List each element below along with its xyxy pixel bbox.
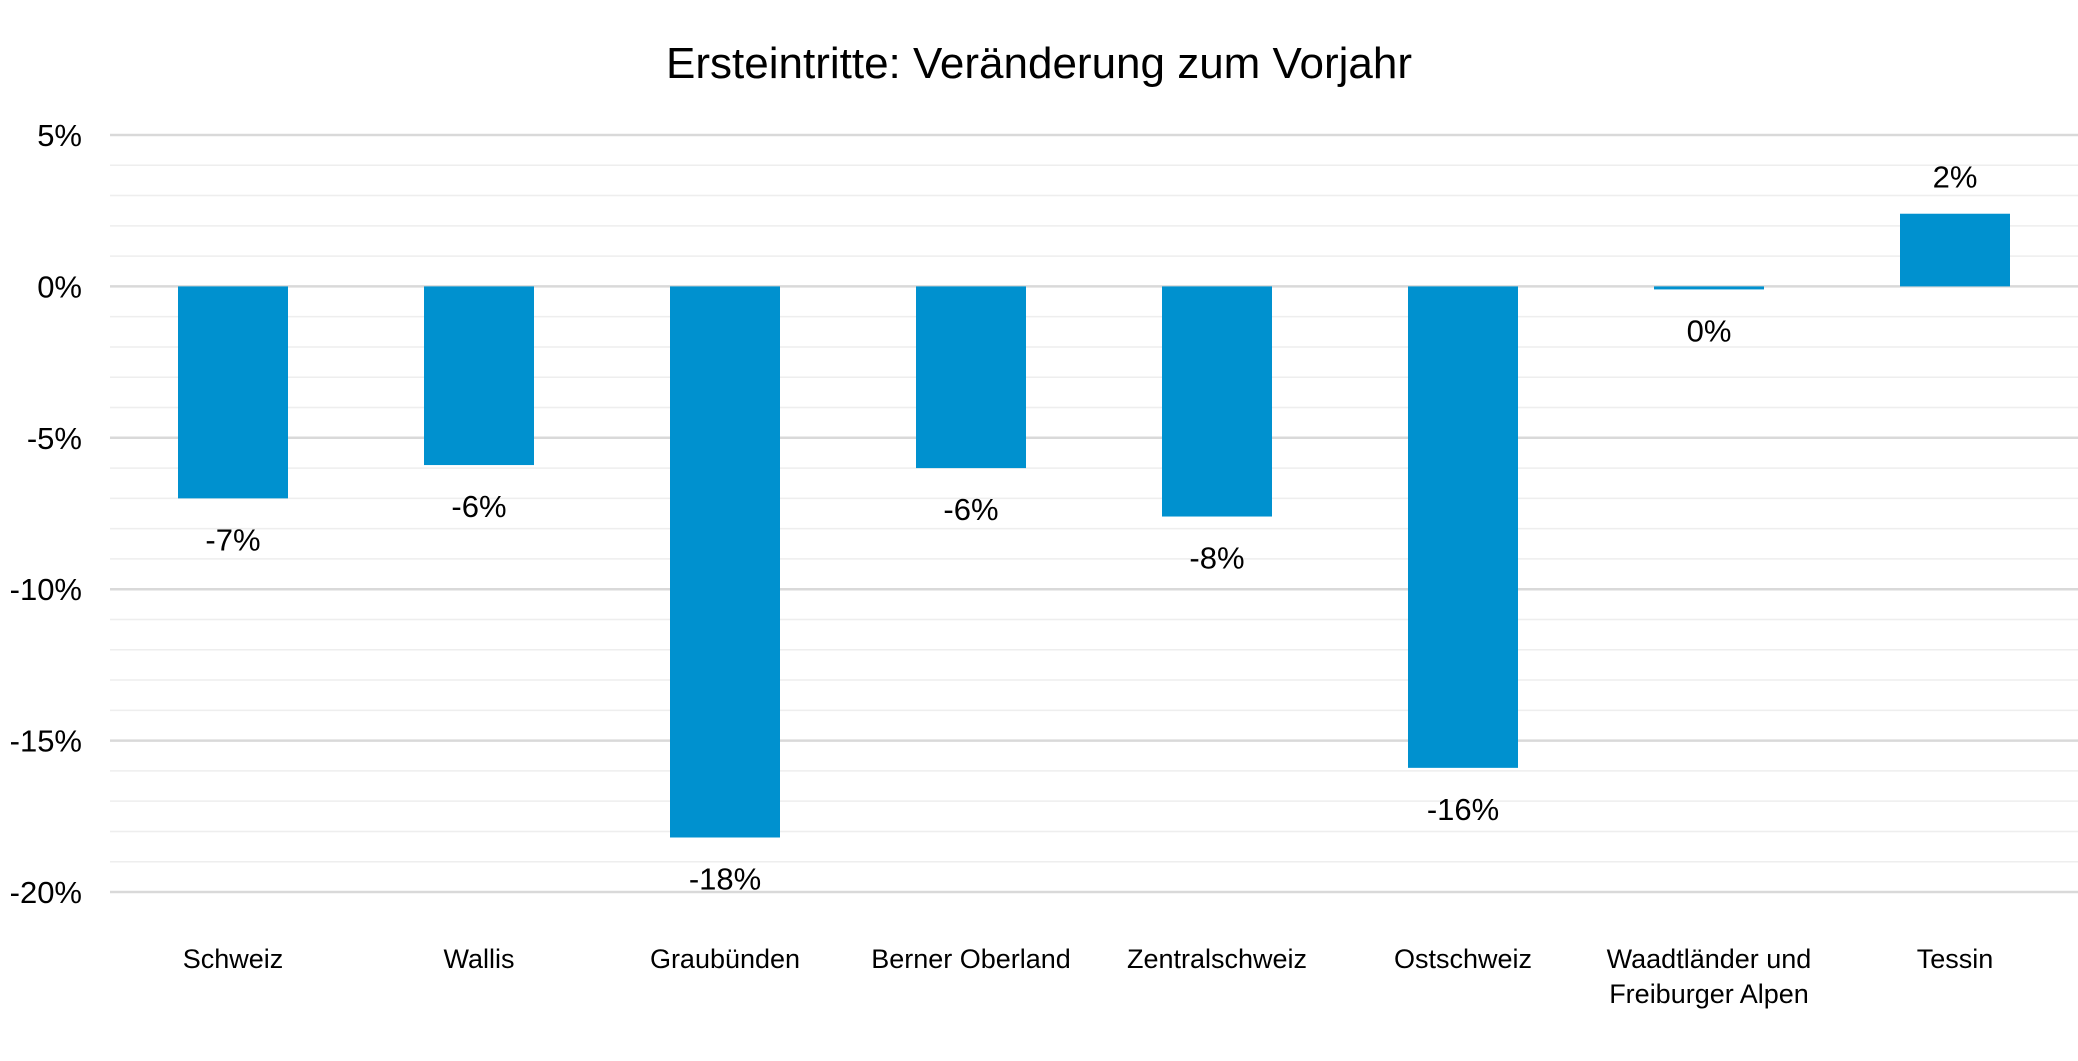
- y-tick-label: -20%: [10, 875, 82, 910]
- chart-title: Ersteintritte: Veränderung zum Vorjahr: [666, 39, 1412, 88]
- y-tick-label: -15%: [10, 724, 82, 759]
- x-category-label: Freiburger Alpen: [1609, 979, 1809, 1009]
- data-label: 2%: [1933, 160, 1978, 195]
- bar: [424, 286, 534, 466]
- bar: [178, 286, 288, 499]
- x-category-label: Waadtländer und: [1607, 944, 1812, 974]
- data-labels: -7% -6% -18% -6% -8% -16% 0% 2%: [205, 160, 1977, 897]
- major-gridlines: [110, 133, 2078, 894]
- data-label: -16%: [1427, 792, 1499, 827]
- x-category-label: Berner Oberland: [871, 944, 1071, 974]
- bar: [670, 286, 780, 838]
- x-category-label: Ostschweiz: [1394, 944, 1532, 974]
- x-axis: Schweiz Wallis Graubünden Berner Oberland Ze…: [183, 944, 1994, 1009]
- bars: [178, 213, 2010, 838]
- x-category-label: Tessin: [1917, 944, 1994, 974]
- bar: [1654, 286, 1764, 290]
- y-axis: 5% 0% -5% -10% -15% -20%: [10, 118, 82, 910]
- bar: [1408, 286, 1518, 768]
- data-label: -6%: [451, 489, 506, 524]
- data-label: -8%: [1189, 541, 1244, 576]
- bar: [1162, 286, 1272, 517]
- data-label: 0%: [1687, 313, 1732, 348]
- y-tick-label: 5%: [37, 118, 82, 153]
- data-label: -6%: [943, 492, 998, 527]
- x-category-label: Graubünden: [650, 944, 800, 974]
- data-label: -18%: [689, 861, 761, 896]
- y-tick-label: -5%: [27, 421, 82, 456]
- x-category-label: Schweiz: [183, 944, 284, 974]
- x-category-label: Zentralschweiz: [1127, 944, 1307, 974]
- y-tick-label: 0%: [37, 269, 82, 304]
- bar: [1900, 213, 2010, 287]
- minor-gridlines: [110, 164, 2078, 863]
- bar: [916, 286, 1026, 469]
- data-label: -7%: [205, 522, 260, 557]
- y-tick-label: -10%: [10, 572, 82, 607]
- x-category-label: Wallis: [444, 944, 515, 974]
